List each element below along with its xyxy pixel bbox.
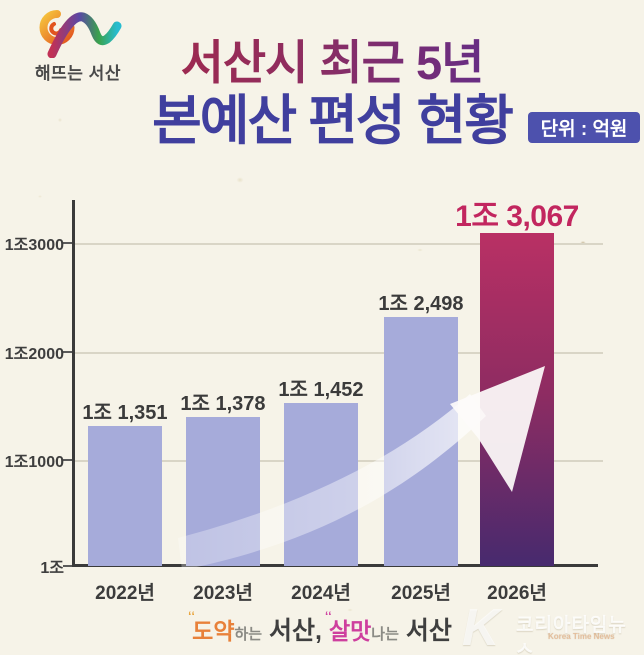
- x-axis-label: 2025년: [391, 583, 451, 604]
- x-axis-label: 2022년: [95, 583, 155, 604]
- gridline: [75, 243, 603, 245]
- y-axis-label: 1조3000: [4, 237, 64, 254]
- bar-value-label: 1조 1,452: [278, 379, 364, 401]
- sparkle-icon: ʻʻ: [188, 609, 195, 623]
- y-axis-line: [72, 200, 75, 567]
- y-axis-label: 1조2000: [4, 346, 64, 363]
- watermark-subtitle: Korea Time News: [548, 632, 615, 641]
- y-axis-label: 1조: [40, 560, 64, 577]
- y-axis-tick: [63, 351, 73, 353]
- sunrise-mountain-icon: [39, 10, 122, 58]
- seosan-city-logo: 해뜨는 서산: [18, 8, 138, 84]
- gridline: [75, 352, 603, 354]
- poster-title-line1: 서산시 최근 5년: [30, 24, 634, 93]
- sparkle-icon: ʻʻ: [324, 609, 332, 623]
- bar-2024년: [284, 403, 358, 566]
- slogan-part-seosan2: 서산: [398, 617, 452, 645]
- x-axis-label: 2024년: [291, 583, 351, 604]
- poster-title-line2: 본예산 편성 현황: [152, 91, 514, 151]
- bar-2022년: [88, 426, 162, 566]
- y-axis-tick: [63, 242, 73, 244]
- bar-2025년: [384, 317, 458, 566]
- y-axis-tick: [63, 565, 73, 567]
- bar-value-label: 1조 3,067: [455, 200, 579, 233]
- y-axis-label: 1조1000: [4, 454, 64, 471]
- unit-badge: 단위 : 억원: [528, 112, 640, 143]
- watermark-k-icon: K: [462, 599, 500, 655]
- x-axis-label: 2023년: [193, 583, 253, 604]
- slogan-part-salmat: ʻʻ 살맛: [324, 609, 372, 644]
- y-axis-tick: [63, 459, 73, 461]
- slogan-part-naneun: 나는: [371, 626, 399, 643]
- bar-2026년: [480, 233, 554, 566]
- logo-text: 해뜨는 서산: [18, 59, 138, 84]
- x-axis-label: 2026년: [487, 583, 547, 604]
- watermark-name: 코리아타임뉴스: [516, 615, 627, 655]
- slogan-part-seosan1: 서산,: [262, 617, 329, 645]
- slogan-part-haneun: 하는: [234, 626, 263, 643]
- bar-value-label: 1조 2,498: [378, 293, 464, 315]
- city-slogan: ʻʻ 도약하는 서산, ʻʻ 살맛나는 서산: [0, 609, 644, 647]
- slogan-part-leap: ʻʻ 도약: [188, 609, 235, 644]
- bar-2023년: [186, 417, 260, 566]
- bar-value-label: 1조 1,351: [82, 402, 168, 424]
